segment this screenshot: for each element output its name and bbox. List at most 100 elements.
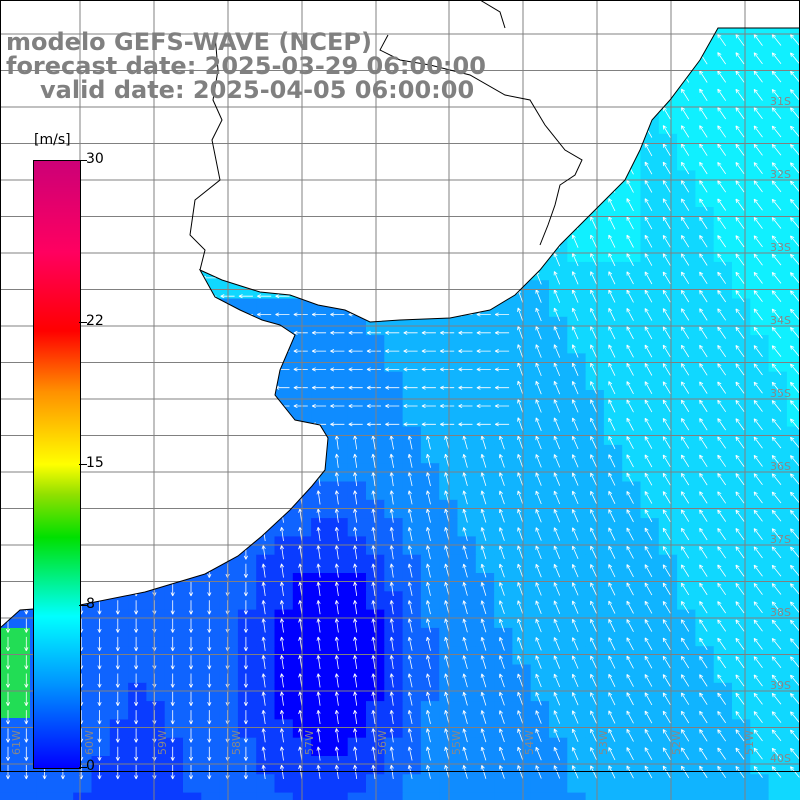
wind-speed-cell: [347, 609, 367, 629]
longitude-label: 59W: [156, 730, 169, 755]
wind-speed-cell: [201, 701, 221, 720]
wind-speed-cell: [603, 536, 623, 556]
wind-speed-cell: [457, 737, 477, 757]
wind-speed-cell: [366, 701, 385, 720]
wind-speed-cell: [585, 591, 605, 611]
wind-speed-cell: [0, 792, 19, 800]
wind-speed-cell: [494, 719, 513, 739]
wind-speed-cell: [786, 261, 800, 281]
wind-speed-cell: [768, 701, 788, 720]
wind-speed-cell: [494, 371, 513, 391]
wind-speed-cell: [18, 756, 38, 775]
wind-speed-cell: [366, 719, 385, 739]
wind-speed-cell: [786, 78, 800, 98]
wind-arrow: [790, 162, 800, 174]
wind-speed-cell: [311, 481, 330, 501]
wind-speed-cell: [402, 554, 422, 574]
wind-speed-cell: [475, 792, 495, 800]
wind-speed-cell: [695, 737, 715, 757]
wind-speed-cell: [237, 664, 257, 684]
colorbar-tick-label: 8: [86, 596, 95, 613]
wind-speed-cell: [750, 627, 770, 647]
wind-speed-cell: [91, 774, 111, 794]
wind-speed-cell: [622, 261, 641, 281]
wind-speed-cell: [603, 335, 623, 354]
wind-speed-cell: [585, 518, 605, 537]
wind-speed-cell: [329, 335, 349, 354]
wind-speed-cell: [219, 609, 239, 629]
wind-speed-cell: [420, 499, 440, 519]
longitude-label: 54W: [523, 730, 536, 755]
wind-speed-cell: [658, 774, 678, 794]
wind-speed-cell: [219, 573, 239, 592]
wind-speed-cell: [475, 444, 495, 464]
wind-speed-cell: [494, 591, 513, 611]
wind-speed-cell: [768, 481, 788, 501]
wind-speed-cell: [475, 518, 495, 537]
wind-speed-cell: [457, 682, 477, 702]
wind-speed-cell: [786, 554, 800, 574]
wind-speed-cell: [366, 774, 385, 794]
wind-speed-cell: [219, 737, 239, 757]
wind-speed-cell: [256, 609, 275, 629]
wind-speed-cell: [713, 792, 733, 800]
wind-speed-cell: [677, 499, 696, 519]
wind-arrow: [626, 179, 634, 193]
wind-speed-cell: [329, 792, 349, 800]
wind-speed-cell: [183, 701, 202, 720]
wind-speed-cell: [237, 627, 257, 647]
wind-speed-cell: [549, 371, 568, 391]
wind-speed-cell: [530, 609, 550, 629]
wind-speed-cell: [146, 792, 166, 800]
wind-speed-cell: [311, 335, 330, 354]
wind-speed-cell: [677, 261, 696, 281]
wind-speed-cell: [347, 701, 367, 720]
wind-speed-cell: [457, 518, 477, 537]
wind-speed-cell: [183, 792, 202, 800]
wind-speed-cell: [91, 756, 111, 775]
wind-speed-cell: [640, 152, 660, 171]
wind-speed-cell: [786, 792, 800, 800]
wind-speed-cell: [18, 609, 38, 629]
wind-speed-cell: [640, 188, 660, 208]
wind-speed-cell: [786, 28, 800, 43]
wind-speed-cell: [475, 481, 495, 501]
wind-speed-cell: [786, 609, 800, 629]
wind-speed-cell: [603, 554, 623, 574]
wind-speed-cell: [677, 627, 696, 647]
wind-speed-cell: [603, 518, 623, 537]
wind-speed-cell: [530, 664, 550, 684]
wind-speed-cell: [585, 701, 605, 720]
wind-speed-cell: [366, 609, 385, 629]
wind-speed-cell: [713, 28, 733, 43]
wind-speed-cell: [256, 792, 275, 800]
latitude-label: 33S: [770, 241, 791, 254]
wind-speed-cell: [567, 261, 587, 281]
wind-speed-cell: [640, 609, 660, 629]
wind-speed-cell: [677, 444, 696, 464]
wind-speed-cell: [366, 444, 385, 464]
wind-speed-cell: [109, 664, 129, 684]
wind-speed-cell: [677, 756, 696, 775]
wind-speed-cell: [732, 115, 751, 135]
wind-speed-cell: [622, 298, 641, 318]
wind-speed-cell: [732, 261, 751, 281]
wind-speed-cell: [91, 719, 111, 739]
wind-arrow: [771, 180, 782, 193]
wind-speed-cell: [384, 481, 404, 501]
wind-speed-cell: [603, 499, 623, 519]
forecast-date: forecast date: 2025-03-29 06:00:00: [6, 52, 486, 80]
wind-speed-cell: [750, 554, 770, 574]
wind-arrow: [681, 198, 690, 211]
wind-speed-cell: [146, 756, 166, 775]
wind-speed-cell: [658, 719, 678, 739]
wind-speed-cell: [311, 408, 330, 428]
wind-speed-cell: [329, 756, 349, 775]
wind-arrow: [717, 70, 727, 83]
wind-speed-cell: [732, 774, 751, 794]
wind-speed-cell: [475, 499, 495, 519]
wind-speed-cell: [640, 444, 660, 464]
wind-speed-cell: [384, 536, 404, 556]
wind-speed-cell: [91, 609, 111, 629]
wind-speed-cell: [475, 536, 495, 556]
